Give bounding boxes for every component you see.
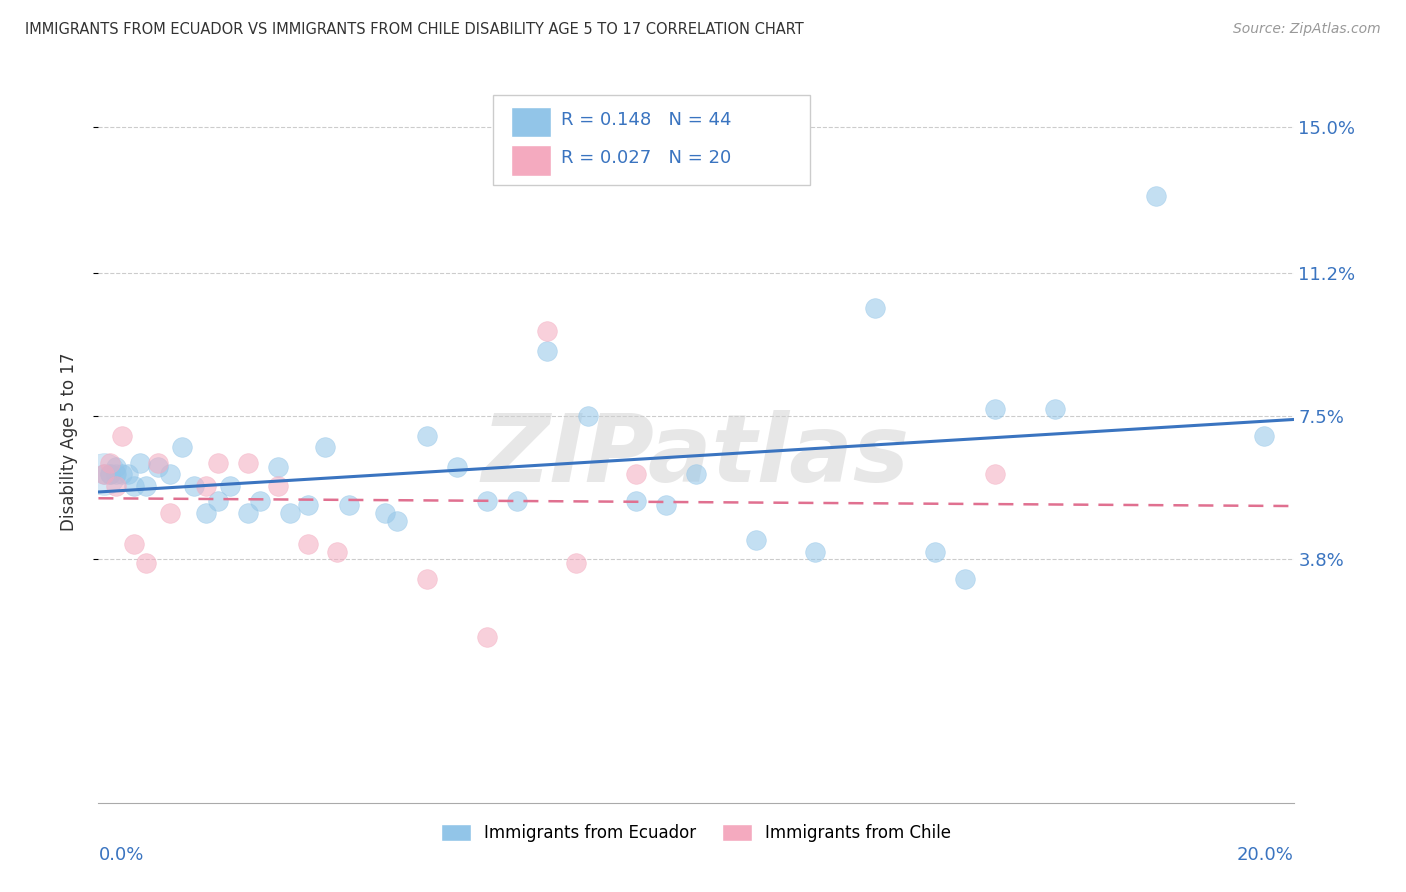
Text: Source: ZipAtlas.com: Source: ZipAtlas.com (1233, 22, 1381, 37)
Point (135, 556, 157, 570)
Point (924, 544, 946, 558)
Point (685, 467, 707, 482)
Point (315, 440, 337, 454)
Point (148, 459, 170, 474)
Point (93, 467, 115, 482)
Point (159, 506, 181, 520)
Point (105, 459, 128, 474)
FancyBboxPatch shape (510, 145, 551, 176)
Point (745, 533, 768, 547)
Point (536, 343, 558, 358)
Point (374, 506, 396, 520)
Point (506, 494, 529, 508)
Point (416, 429, 439, 443)
Text: R = 0.148   N = 44: R = 0.148 N = 44 (561, 111, 731, 129)
Point (135, 479, 157, 493)
Point (416, 572, 439, 586)
Point (159, 467, 181, 482)
Point (207, 456, 229, 470)
Point (267, 479, 290, 493)
Point (124, 479, 146, 493)
Point (326, 544, 349, 558)
Point (278, 506, 301, 520)
Point (129, 456, 152, 470)
Point (385, 514, 409, 528)
Point (565, 556, 588, 570)
Point (536, 325, 558, 339)
Point (1144, 189, 1167, 203)
Point (249, 494, 271, 508)
Point (105, 479, 128, 493)
Point (172, 440, 194, 454)
Point (93, 467, 115, 482)
Point (865, 301, 887, 316)
Point (475, 494, 498, 508)
Point (105, 467, 128, 482)
Point (124, 537, 146, 551)
Point (626, 467, 648, 482)
Point (475, 630, 498, 644)
Point (195, 479, 218, 493)
Point (655, 498, 678, 512)
Point (953, 572, 976, 586)
Point (117, 467, 139, 482)
Y-axis label: Disability Age 5 to 17: Disability Age 5 to 17 (59, 352, 77, 531)
Point (111, 429, 134, 443)
Point (98, 456, 122, 470)
Point (267, 459, 290, 474)
Text: IMMIGRANTS FROM ECUADOR VS IMMIGRANTS FROM CHILE DISABILITY AGE 5 TO 17 CORRELAT: IMMIGRANTS FROM ECUADOR VS IMMIGRANTS FR… (25, 22, 804, 37)
Point (183, 479, 205, 493)
Point (297, 537, 319, 551)
Point (195, 506, 218, 520)
Point (236, 506, 259, 520)
Legend: Immigrants from Ecuador, Immigrants from Chile: Immigrants from Ecuador, Immigrants from… (434, 817, 957, 848)
Point (804, 544, 827, 558)
Point (98, 467, 122, 482)
Point (98, 467, 122, 482)
Point (1253, 429, 1275, 443)
Point (578, 409, 600, 424)
Text: ZIPatlas: ZIPatlas (482, 410, 910, 502)
Point (148, 456, 170, 470)
Point (1043, 401, 1066, 416)
Text: 20.0%: 20.0% (1237, 847, 1294, 864)
Point (984, 467, 1007, 482)
Point (236, 456, 259, 470)
Text: R = 0.027   N = 20: R = 0.027 N = 20 (561, 149, 731, 168)
Point (207, 494, 229, 508)
Point (339, 498, 361, 512)
Point (626, 494, 648, 508)
FancyBboxPatch shape (510, 107, 551, 137)
Point (984, 401, 1007, 416)
Point (111, 467, 134, 482)
FancyBboxPatch shape (494, 95, 810, 185)
Point (93, 467, 115, 482)
Point (219, 479, 242, 493)
Point (446, 459, 468, 474)
Text: 0.0%: 0.0% (98, 847, 143, 864)
Point (297, 498, 319, 512)
